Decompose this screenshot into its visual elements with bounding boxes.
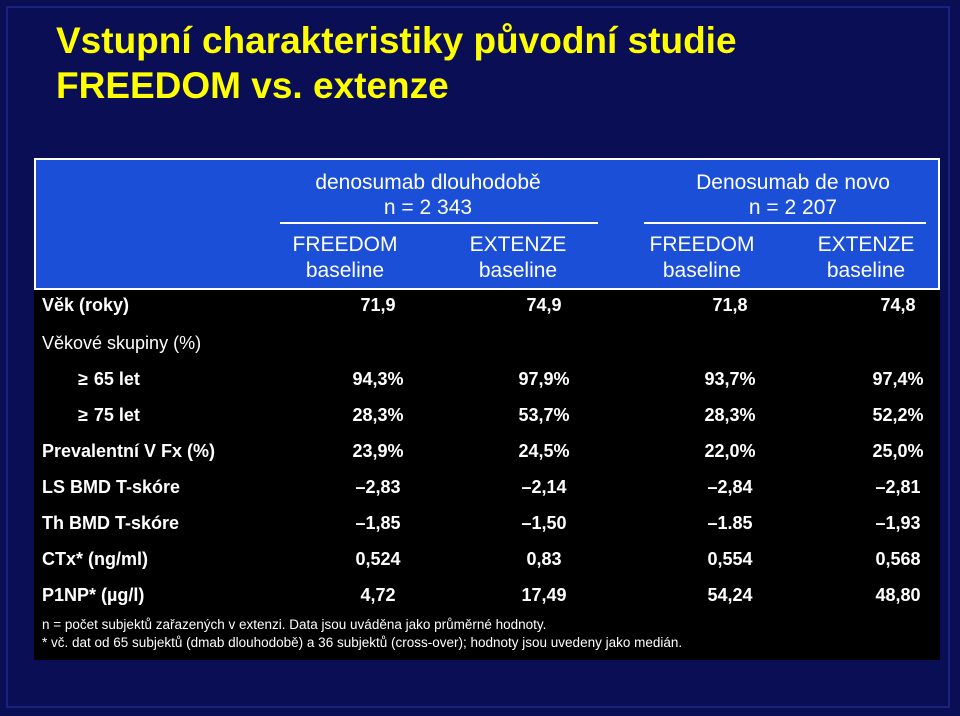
table-header: denosumab dlouhodobě n = 2 343 Denosumab…: [34, 158, 940, 290]
cell-value: 28,3%: [352, 405, 404, 425]
column-study: EXTENZE: [817, 233, 915, 256]
row-label: ≥75 let: [78, 405, 140, 426]
row-label: LS BMD T-skóre: [42, 477, 181, 497]
title-line-2: FREEDOM vs. extenze: [56, 65, 449, 106]
cell-value: 52,2%: [872, 405, 924, 425]
column-study: FREEDOM: [292, 233, 398, 256]
table-row-age-65: ≥65 let 94,3% 97,9% 93,7% 97,4%: [34, 362, 940, 398]
slide-title: Vstupní charakteristiky původní studie F…: [56, 18, 737, 108]
table-row-age-75: ≥75 let 28,3% 53,7% 28,3% 52,2%: [34, 398, 940, 434]
cell-value: 94,3%: [352, 369, 404, 389]
cell-value: 97,4%: [872, 369, 924, 389]
group-name: denosumab dlouhodobě: [315, 171, 541, 194]
column-header: EXTENZE baseline: [796, 232, 936, 284]
cell-value: –2,14: [521, 477, 567, 497]
cell-value: 25,0%: [872, 441, 924, 461]
cell-value: –1,50: [521, 513, 567, 533]
footnote-line-2: * vč. dat od 65 subjektů (dmab dlouhodob…: [42, 635, 683, 650]
cell-value: 23,9%: [352, 441, 404, 461]
group-rule-de-novo: [644, 222, 926, 224]
slide-frame: [6, 6, 950, 708]
group-header-de-novo: Denosumab de novo n = 2 207: [634, 170, 952, 220]
group-count: n = 2 207: [748, 196, 838, 219]
table-row-ctx: CTx* (ng/ml) 0,524 0,83 0,554 0,568: [34, 542, 940, 578]
cell-value: 22,0%: [704, 441, 756, 461]
column-baseline: baseline: [478, 259, 558, 282]
cell-value: 0,524: [355, 549, 401, 569]
row-label-text: 75 let: [93, 405, 140, 425]
column-header: FREEDOM baseline: [632, 232, 772, 284]
column-header: FREEDOM baseline: [280, 232, 410, 284]
row-label: Věk (roky): [42, 295, 130, 315]
row-label: Th BMD T-skóre: [42, 513, 180, 533]
table-row-age-groups: Věkové skupiny (%): [34, 326, 940, 362]
row-label: Prevalentní V Fx (%): [42, 441, 216, 461]
row-label: ≥65 let: [78, 369, 140, 390]
group-name: Denosumab de novo: [696, 171, 890, 194]
cell-value: –1.85: [707, 513, 753, 533]
cell-value: 24,5%: [518, 441, 570, 461]
cell-value: –1,93: [875, 513, 921, 533]
cell-value: 97,9%: [518, 369, 570, 389]
column-study: EXTENZE: [469, 233, 567, 256]
greater-equal-icon: ≥: [78, 369, 88, 389]
table-row-th-bmd: Th BMD T-skóre –1,85 –1,50 –1.85 –1,93: [34, 506, 940, 542]
cell-value: 74,8: [880, 295, 916, 315]
table-row-age: Věk (roky) 71,9 74,9 71,8 74,8: [34, 288, 940, 324]
group-rule-long-term: [280, 222, 598, 224]
row-label: CTx* (ng/ml): [42, 549, 148, 569]
group-count: n = 2 343: [383, 196, 473, 219]
table-row-ls-bmd: LS BMD T-skóre –2,83 –2,14 –2,84 –2,81: [34, 470, 940, 506]
cell-value: 28,3%: [704, 405, 756, 425]
footnotes: n = počet subjektů zařazených v extenzi.…: [42, 616, 682, 652]
cell-value: 0,554: [707, 549, 753, 569]
column-baseline: baseline: [662, 259, 742, 282]
cell-value: 93,7%: [704, 369, 756, 389]
cell-value: 17,49: [521, 585, 567, 605]
column-baseline: baseline: [826, 259, 906, 282]
footnote-line-1: n = počet subjektů zařazených v extenzi.…: [42, 617, 547, 632]
row-label-text: 65 let: [93, 369, 140, 389]
row-label: P1NP* (µg/l): [42, 585, 145, 605]
title-line-1: Vstupní charakteristiky původní studie: [56, 20, 737, 61]
cell-value: 53,7%: [518, 405, 570, 425]
column-header: EXTENZE baseline: [448, 232, 588, 284]
cell-value: 48,80: [875, 585, 921, 605]
table-row-vfx: Prevalentní V Fx (%) 23,9% 24,5% 22,0% 2…: [34, 434, 940, 470]
cell-value: 0,568: [875, 549, 921, 569]
cell-value: –2,83: [355, 477, 401, 497]
cell-value: 54,24: [707, 585, 753, 605]
baseline-table: denosumab dlouhodobě n = 2 343 Denosumab…: [34, 158, 940, 660]
row-label: Věkové skupiny (%): [42, 333, 202, 353]
cell-value: 71,8: [712, 295, 748, 315]
table-row-p1np: P1NP* (µg/l) 4,72 17,49 54,24 48,80: [34, 578, 940, 614]
column-study: FREEDOM: [649, 233, 755, 256]
cell-value: 0,83: [526, 549, 562, 569]
cell-value: –2,81: [875, 477, 921, 497]
cell-value: 4,72: [360, 585, 396, 605]
cell-value: –1,85: [355, 513, 401, 533]
column-baseline: baseline: [305, 259, 385, 282]
greater-equal-icon: ≥: [78, 405, 88, 425]
cell-value: 71,9: [360, 295, 396, 315]
cell-value: –2,84: [707, 477, 753, 497]
group-header-long-term: denosumab dlouhodobě n = 2 343: [268, 170, 588, 220]
cell-value: 74,9: [526, 295, 562, 315]
